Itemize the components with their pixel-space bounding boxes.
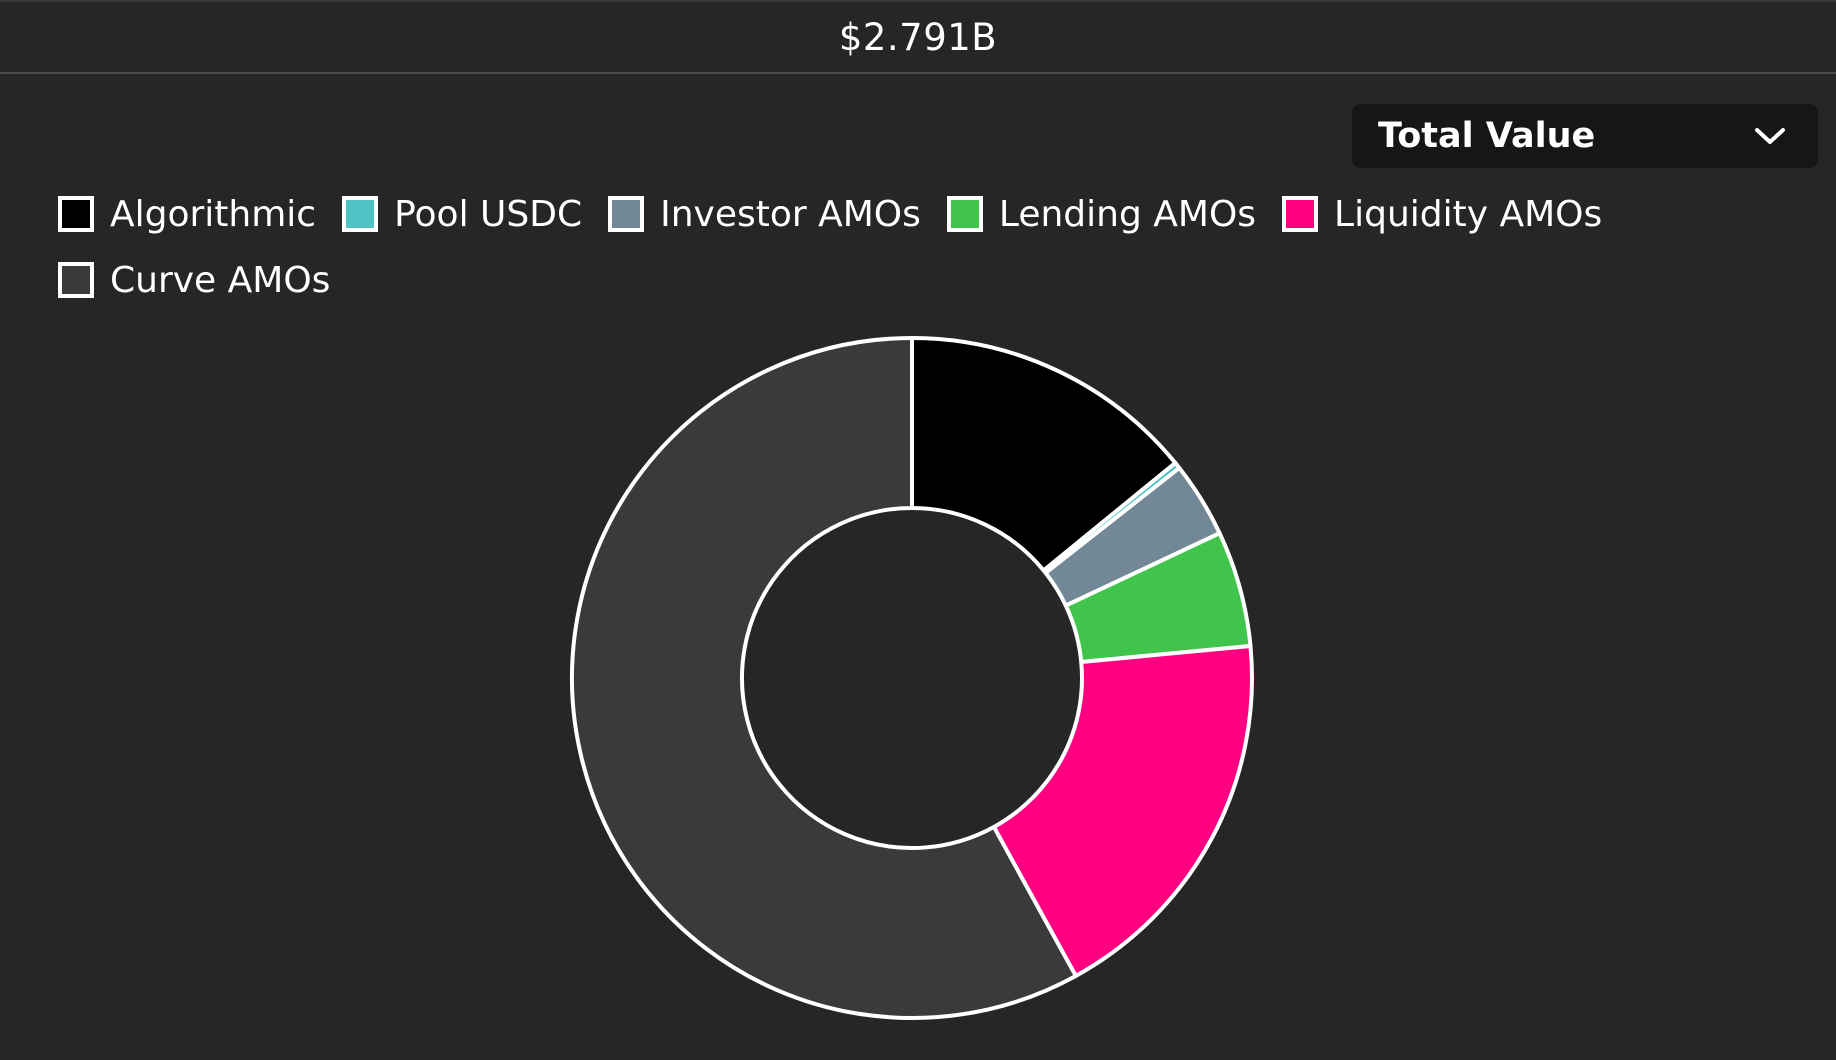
- legend-item-pool-usdc[interactable]: Pool USDC: [342, 192, 582, 236]
- donut-slice-curve-amos[interactable]: [570, 336, 1078, 1020]
- legend-swatch-investor-amos: [608, 196, 645, 232]
- legend-label-algorithmic: Algorithmic: [110, 193, 317, 235]
- chart-legend: Algorithmic Pool USDC Investor AMOs Lending…: [58, 192, 1758, 302]
- metric-select-dropdown[interactable]: Total Value: [1352, 104, 1818, 168]
- legend-swatch-algorithmic: [58, 196, 94, 232]
- legend-label-liquidity-amos: Liquidity AMOs: [1334, 193, 1603, 235]
- legend-item-curve-amos[interactable]: Curve AMOs: [58, 258, 330, 302]
- legend-swatch-curve-amos: [58, 262, 94, 298]
- total-value-amount: $2.791B: [838, 15, 998, 59]
- donut-slice-liquidity-amos[interactable]: [991, 644, 1254, 978]
- legend-item-algorithmic[interactable]: Algorithmic: [58, 192, 316, 236]
- legend-item-lending-amos[interactable]: Lending AMOs: [946, 192, 1257, 236]
- legend-label-lending-amos: Lending AMOs: [998, 193, 1257, 235]
- donut-slice-algorithmic[interactable]: [910, 336, 1178, 573]
- metric-select-label: Total Value: [1378, 116, 1596, 156]
- chevron-down-icon: [1752, 124, 1788, 148]
- header-bar: $2.791B: [0, 0, 1836, 74]
- legend-swatch-pool-usdc: [342, 196, 379, 232]
- legend-swatch-liquidity-amos: [1282, 196, 1319, 232]
- legend-item-investor-amos[interactable]: Investor AMOs: [608, 192, 921, 236]
- legend-label-curve-amos: Curve AMOs: [110, 259, 331, 301]
- legend-label-investor-amos: Investor AMOs: [660, 193, 921, 235]
- legend-swatch-lending-amos: [946, 196, 983, 232]
- legend-item-liquidity-amos[interactable]: Liquidity AMOs: [1282, 192, 1602, 236]
- legend-label-pool-usdc: Pool USDC: [394, 193, 583, 235]
